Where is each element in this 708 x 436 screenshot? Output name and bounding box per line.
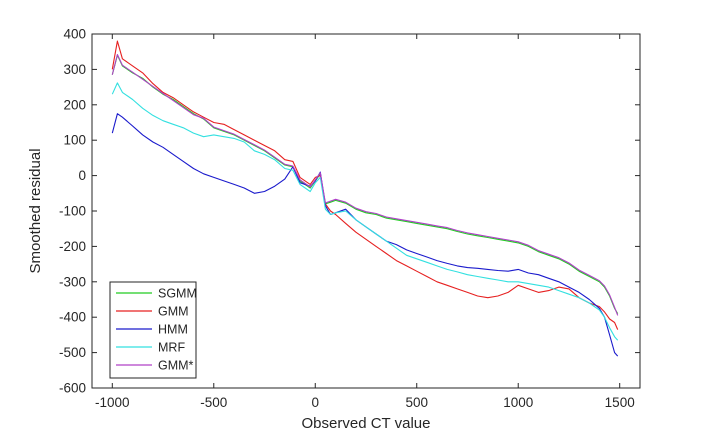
y-tick-label: -500	[59, 345, 86, 360]
legend-label: GMM	[158, 305, 189, 319]
series-line	[111, 40, 619, 330]
x-tick-label: 500	[405, 395, 428, 410]
series-gmm	[111, 40, 619, 330]
legend-entry: HMM	[116, 323, 188, 337]
legend-entry: GMM	[116, 305, 189, 319]
x-tick-label: -500	[200, 395, 227, 410]
x-tick-label: 1500	[605, 395, 635, 410]
y-tick-label: -600	[59, 381, 86, 396]
legend-label: HMM	[158, 323, 188, 337]
y-tick-label: 0	[78, 168, 86, 183]
x-tick-label: 0	[312, 395, 320, 410]
y-tick-label: 100	[63, 133, 86, 148]
legend-box	[109, 281, 197, 379]
series-layer	[111, 40, 619, 357]
series-gmm-	[111, 53, 619, 316]
legend-label: GMM*	[158, 359, 194, 373]
x-axis-label: Observed CT value	[302, 415, 431, 432]
legend-entry: SGMM	[116, 287, 197, 301]
series-line	[111, 82, 619, 341]
x-tick-label: -1000	[95, 395, 130, 410]
y-tick-label: -300	[59, 274, 86, 289]
legend: SGMM GMM HMM MRF GMM*	[109, 281, 197, 379]
series-line	[111, 53, 619, 316]
y-tick-label: -400	[59, 310, 86, 325]
legend-entry: MRF	[116, 341, 185, 355]
legend-label: MRF	[158, 341, 185, 355]
y-tick-label: 400	[63, 27, 86, 42]
x-tick-label: 1000	[503, 395, 533, 410]
series-mrf	[111, 82, 619, 341]
y-tick-label: 300	[63, 62, 86, 77]
legend-entry: GMM*	[116, 359, 194, 373]
y-tick-label: -200	[59, 239, 86, 254]
legend-label: SGMM	[158, 287, 197, 301]
y-tick-label: -100	[59, 204, 86, 219]
y-axis-label: Smoothed residual	[27, 148, 44, 273]
y-tick-label: 200	[63, 97, 86, 112]
axis-layer: -1000 -500 0 500 1000 1500-600-500-400-300-20…	[59, 27, 640, 410]
